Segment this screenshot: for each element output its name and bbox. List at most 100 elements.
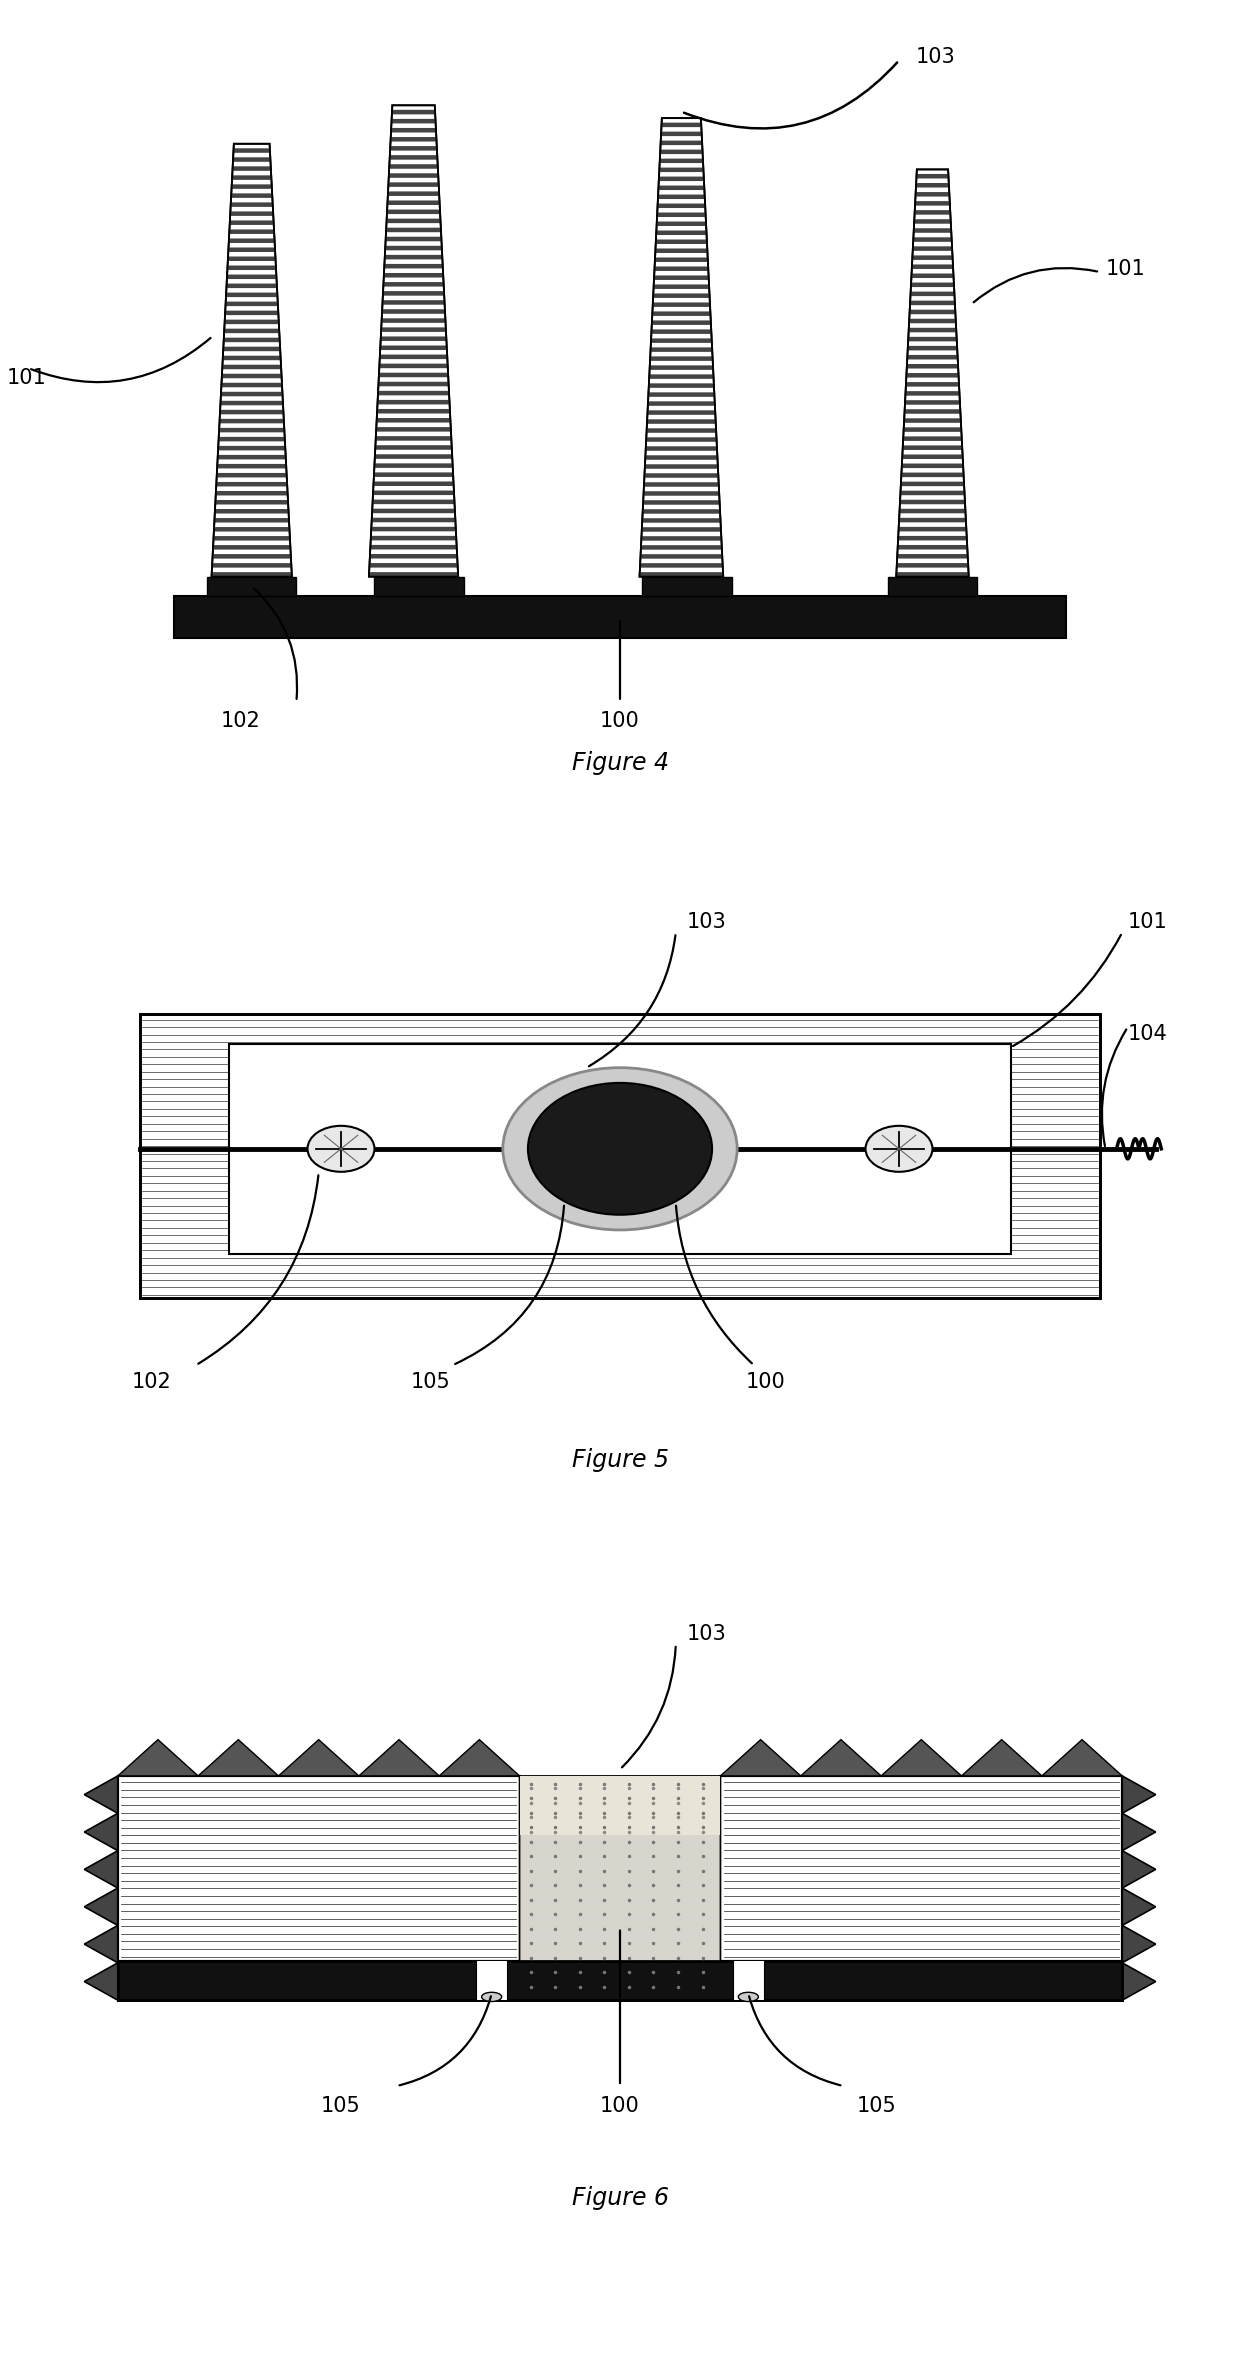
Polygon shape	[386, 228, 441, 233]
Polygon shape	[915, 209, 950, 214]
Polygon shape	[217, 454, 286, 459]
Text: 100: 100	[600, 711, 640, 730]
Bar	[229, 1044, 1011, 1254]
Polygon shape	[660, 150, 703, 155]
Ellipse shape	[738, 1991, 759, 2001]
Polygon shape	[221, 400, 283, 404]
Polygon shape	[391, 138, 436, 143]
Polygon shape	[913, 247, 952, 250]
Polygon shape	[901, 464, 963, 469]
Polygon shape	[905, 390, 960, 395]
Polygon shape	[439, 1739, 520, 1775]
Polygon shape	[911, 274, 954, 278]
Polygon shape	[227, 274, 277, 278]
Polygon shape	[658, 176, 704, 181]
Polygon shape	[215, 519, 289, 523]
Polygon shape	[374, 454, 453, 459]
Text: 101: 101	[6, 369, 46, 388]
Polygon shape	[216, 483, 288, 485]
Polygon shape	[388, 190, 439, 195]
Polygon shape	[899, 519, 966, 523]
Bar	[888, 576, 977, 595]
Polygon shape	[221, 383, 283, 388]
Polygon shape	[911, 264, 954, 269]
Bar	[118, 1775, 520, 1960]
Polygon shape	[642, 519, 720, 523]
Polygon shape	[388, 183, 439, 188]
Polygon shape	[904, 419, 961, 423]
Polygon shape	[377, 419, 450, 423]
Polygon shape	[382, 309, 445, 314]
Polygon shape	[658, 195, 704, 200]
Polygon shape	[118, 1739, 198, 1775]
Text: Figure 5: Figure 5	[572, 1449, 668, 1473]
Polygon shape	[903, 435, 962, 440]
Polygon shape	[212, 571, 291, 576]
Polygon shape	[908, 338, 957, 340]
Bar	[642, 576, 732, 595]
Polygon shape	[224, 319, 279, 324]
Polygon shape	[661, 140, 702, 145]
Polygon shape	[389, 155, 438, 159]
Bar	[733, 1960, 764, 2001]
Polygon shape	[657, 212, 706, 216]
Bar	[720, 1775, 1122, 1960]
Polygon shape	[642, 509, 720, 514]
Polygon shape	[371, 545, 456, 550]
Polygon shape	[376, 435, 451, 440]
Polygon shape	[640, 573, 723, 576]
Polygon shape	[387, 200, 440, 205]
Polygon shape	[392, 119, 435, 124]
Polygon shape	[386, 238, 441, 240]
Polygon shape	[389, 164, 438, 169]
Text: 103: 103	[915, 48, 956, 67]
Polygon shape	[657, 205, 706, 207]
Polygon shape	[231, 202, 273, 207]
Text: 105: 105	[321, 2096, 361, 2115]
Polygon shape	[382, 319, 445, 324]
Polygon shape	[916, 174, 949, 178]
Polygon shape	[642, 528, 720, 531]
Polygon shape	[215, 509, 289, 514]
Polygon shape	[491, 1775, 749, 1996]
Polygon shape	[216, 500, 288, 504]
Polygon shape	[387, 219, 440, 224]
Polygon shape	[383, 290, 444, 295]
Polygon shape	[644, 483, 719, 488]
Polygon shape	[372, 519, 455, 523]
Bar	[118, 1960, 1122, 2001]
Bar	[118, 1775, 520, 1960]
Polygon shape	[373, 473, 454, 476]
Bar	[118, 1960, 1122, 2001]
Polygon shape	[232, 176, 272, 181]
Polygon shape	[650, 374, 713, 378]
Text: Figure 4: Figure 4	[572, 752, 668, 776]
Polygon shape	[640, 119, 723, 576]
Polygon shape	[913, 255, 952, 259]
Polygon shape	[904, 409, 961, 414]
Bar	[374, 576, 464, 595]
Polygon shape	[904, 428, 961, 433]
Bar	[140, 1013, 1100, 1297]
Polygon shape	[233, 157, 270, 162]
Polygon shape	[641, 535, 722, 540]
Polygon shape	[653, 293, 709, 297]
Polygon shape	[381, 328, 446, 333]
Polygon shape	[914, 219, 951, 224]
Polygon shape	[652, 302, 711, 307]
Polygon shape	[1042, 1739, 1122, 1775]
Polygon shape	[655, 257, 708, 262]
Polygon shape	[223, 357, 280, 359]
Polygon shape	[1122, 1775, 1156, 2001]
Polygon shape	[897, 554, 968, 559]
Polygon shape	[370, 554, 458, 559]
Polygon shape	[370, 564, 458, 569]
Polygon shape	[218, 445, 285, 450]
Polygon shape	[897, 169, 968, 576]
Polygon shape	[198, 1739, 279, 1775]
Polygon shape	[898, 545, 967, 550]
Polygon shape	[653, 276, 709, 281]
Polygon shape	[224, 328, 279, 333]
Polygon shape	[652, 321, 711, 326]
Polygon shape	[227, 266, 277, 271]
